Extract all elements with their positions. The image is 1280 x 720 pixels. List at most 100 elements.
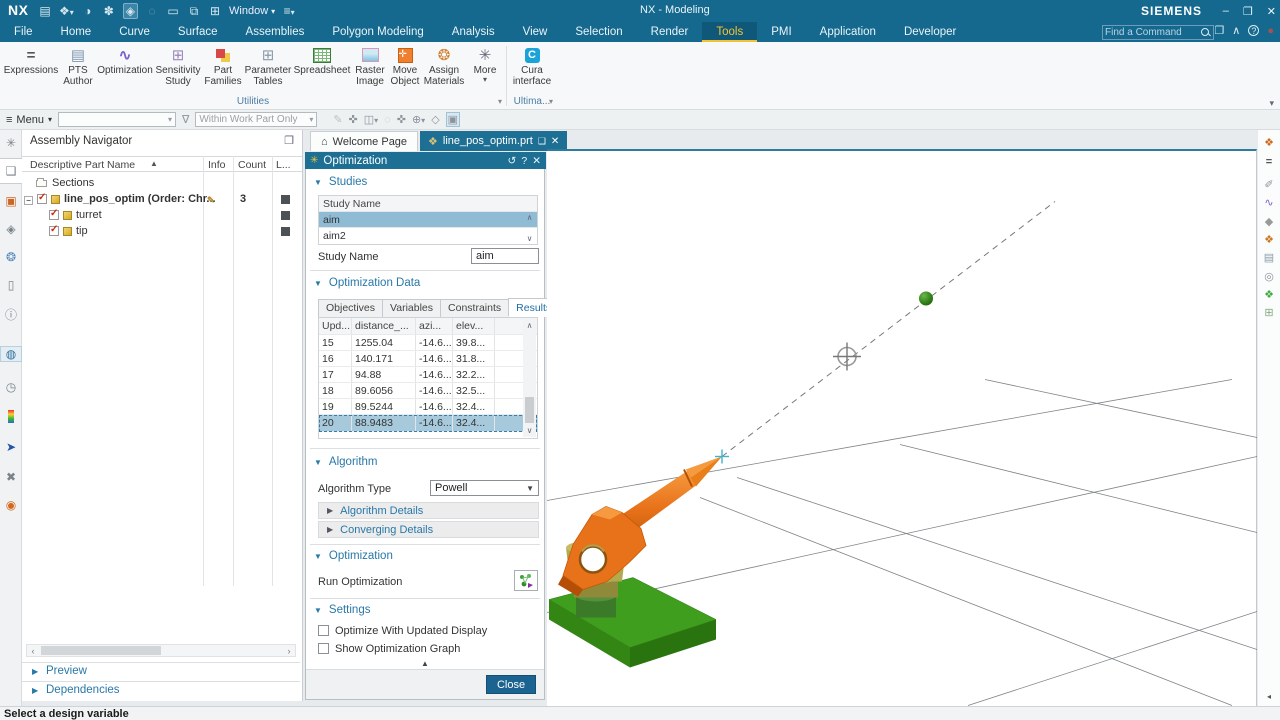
column-layer[interactable]: L... — [276, 159, 291, 171]
tab-developer[interactable]: Developer — [903, 26, 957, 38]
selection-filter-icon[interactable]: ∇ — [181, 114, 190, 126]
search-icon[interactable] — [1201, 27, 1211, 38]
pts-author-button[interactable]: PTS Author — [60, 42, 96, 95]
tab-analysis[interactable]: Analysis — [451, 26, 495, 38]
preview-section[interactable]: ▶ Preview — [22, 662, 300, 680]
expressions-tool-icon[interactable]: = — [1265, 156, 1273, 168]
group-caret-icon[interactable]: ▾ — [548, 97, 553, 106]
grid-tool-icon[interactable]: ⊞ — [1264, 307, 1274, 319]
optimization-data-section-header[interactable]: ▼ Optimization Data — [314, 277, 421, 289]
help-icon[interactable]: ? — [1248, 25, 1260, 36]
sidebar-item-history[interactable]: ◷ — [5, 380, 17, 394]
tab-file[interactable]: File — [14, 26, 33, 38]
tab-assemblies[interactable]: Assemblies — [245, 26, 305, 38]
fit-view-icon[interactable]: ▭ — [167, 4, 179, 18]
graphics-viewport[interactable] — [546, 149, 1258, 706]
turret-bracket[interactable] — [558, 506, 647, 597]
checkbox-checked[interactable] — [49, 208, 59, 220]
tree-row-sections[interactable]: Sections — [22, 176, 300, 192]
hand-tool-icon[interactable]: ✜ — [348, 114, 358, 126]
results-row-18[interactable]: 18 89.6056 -14.6... 32.5... — [319, 383, 537, 399]
sidebar-item-touch-mode[interactable]: ◉ — [5, 498, 17, 512]
close-button[interactable]: Close — [486, 675, 536, 694]
show-optimization-graph-checkbox[interactable]: Show Optimization Graph — [318, 641, 460, 656]
sidebar-item-roles[interactable]: ➤ — [5, 440, 17, 454]
document-tool-icon[interactable]: ▤ — [1263, 252, 1275, 264]
checkbox-checked[interactable] — [37, 192, 47, 204]
scrollbar-thumb[interactable] — [41, 646, 161, 655]
close-tab-icon[interactable]: ✕ — [550, 135, 560, 147]
gear-icon[interactable]: ✳ — [5, 136, 17, 150]
results-row-17[interactable]: 17 94.88 -14.6... 32.2... — [319, 367, 537, 383]
column-descriptive-part-name[interactable]: Descriptive Part Name — [30, 159, 136, 171]
scroll-up-icon[interactable]: ∧ — [526, 213, 533, 222]
reset-icon[interactable]: ↺ — [507, 154, 517, 167]
cura-interface-button[interactable]: Cura interface — [509, 42, 555, 95]
tab-objectives[interactable]: Objectives — [318, 299, 383, 318]
shaded-mode-icon[interactable]: ▣ — [445, 112, 461, 127]
run-optimization-button[interactable] — [514, 570, 538, 591]
assign-materials-button[interactable]: Assign Materials — [422, 42, 466, 95]
part-families-button[interactable]: Part Families — [202, 42, 244, 95]
tree-row-turret[interactable]: turret — [22, 208, 300, 224]
study-name-input[interactable]: aim — [471, 248, 539, 264]
tab-part-document[interactable]: ❖ line_pos_optim.prt ❑ ✕ — [420, 131, 568, 151]
converging-details-bar[interactable]: ▶ Converging Details — [318, 521, 539, 538]
minimize-ribbon-icon[interactable]: ∧ — [1232, 25, 1241, 37]
snap-point-icon[interactable]: ✎ — [333, 114, 343, 126]
tab-application[interactable]: Application — [819, 26, 876, 38]
tab-surface[interactable]: Surface — [177, 26, 218, 38]
tab-selection[interactable]: Selection — [575, 26, 623, 38]
menu-button[interactable]: ≡ Menu ▾ — [6, 113, 52, 126]
edit-part-tool-icon[interactable]: ❖ — [1264, 137, 1274, 149]
expression-info-icon[interactable]: ✎ — [207, 195, 215, 205]
scroll-left-icon[interactable]: ‹ — [31, 645, 35, 656]
horizontal-scrollbar[interactable]: ‹ › — [26, 644, 296, 657]
spreadsheet-button[interactable]: Spreadsheet — [292, 42, 352, 95]
tab-view[interactable]: View — [522, 26, 548, 38]
scroll-down-icon[interactable]: ∨ — [526, 426, 533, 435]
parameter-tables-button[interactable]: Parameter Tables — [244, 42, 292, 95]
vertical-scrollbar[interactable]: ∧ ∨ — [523, 319, 536, 437]
column-count[interactable]: Count — [238, 159, 267, 171]
fullscreen-icon[interactable]: ❐ — [1214, 25, 1225, 37]
tab-home[interactable]: Home — [60, 26, 92, 38]
settings-section-header[interactable]: ▼ Settings — [314, 604, 371, 616]
tree-row-line-pos-optim[interactable]: − line_pos_optim (Order: Chr... ✎ 3 — [22, 192, 300, 208]
tab-constraints[interactable]: Constraints — [440, 299, 509, 318]
tab-pmi[interactable]: PMI — [771, 26, 792, 38]
scroll-right-icon[interactable]: › — [287, 645, 291, 656]
selection-scope-combo[interactable]: Within Work Part Only ▾ — [195, 112, 318, 127]
results-row-16[interactable]: 16 140.171 -14.6... 31.8... — [319, 351, 537, 367]
tip-point-marker[interactable] — [715, 449, 729, 464]
restore-button[interactable]: ❐ — [1242, 5, 1253, 18]
cascade-windows-icon[interactable]: ⧉ — [189, 3, 199, 18]
optimize-with-updated-display-checkbox[interactable]: Optimize With Updated Display — [318, 623, 487, 638]
customize-qat-icon[interactable]: ≡▾ — [283, 4, 295, 18]
orient-view-icon[interactable]: ✜ — [396, 114, 406, 126]
sidebar-item-view-manager[interactable]: ▯ — [7, 278, 15, 292]
minimize-button[interactable]: – — [1222, 5, 1229, 17]
column-info[interactable]: Info — [208, 159, 226, 171]
assign-material-tool-icon[interactable]: ❖ — [1264, 289, 1274, 301]
collapse-node-icon[interactable]: − — [24, 196, 33, 205]
work-layer-icon[interactable]: ◫▾ — [363, 114, 379, 126]
wireframe-icon[interactable]: ◌ — [148, 4, 156, 18]
target-sphere[interactable] — [919, 291, 933, 306]
col-distance[interactable]: distance_... — [352, 318, 416, 334]
sidebar-item-reuse-library[interactable]: ❂ — [5, 250, 17, 264]
scrollbar-thumb[interactable] — [525, 397, 534, 423]
close-button[interactable]: ✕ — [1266, 5, 1276, 18]
optimization-run-section-header[interactable]: ▼ Optimization — [314, 550, 393, 562]
cut-icon[interactable]: ◑ — [84, 4, 92, 18]
sidebar-item-part-navigator[interactable]: ◈ — [6, 222, 16, 236]
tab-curve[interactable]: Curve — [119, 26, 150, 38]
checker-icon[interactable]: ❑ — [537, 135, 546, 146]
close-dialog-icon[interactable]: ✕ — [532, 154, 541, 167]
undo-icon[interactable]: ❖▾ — [59, 4, 74, 18]
ring-tool-icon[interactable]: ◎ — [1264, 271, 1274, 283]
copy-icon[interactable]: ✽ — [103, 4, 114, 18]
study-row-aim2[interactable]: aim2 — [323, 230, 346, 242]
find-command-input[interactable] — [1103, 27, 1201, 38]
col-azimuth[interactable]: azi... — [416, 318, 453, 334]
